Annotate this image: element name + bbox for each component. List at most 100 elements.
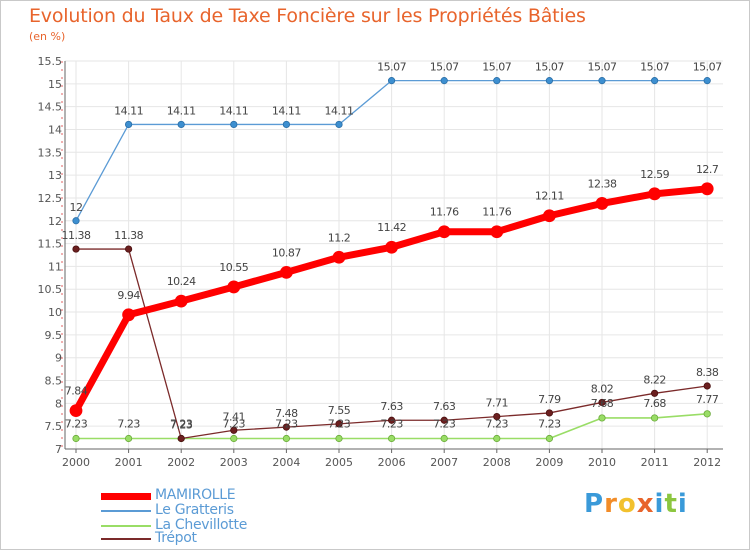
legend-swatch [101,493,151,500]
logo-letter: x [636,489,655,519]
data-point [703,77,711,85]
data-point [545,434,554,443]
data-point [700,182,714,196]
x-tick-label: 2001 [115,456,143,469]
data-label: 15.07 [377,61,406,74]
data-point [177,434,185,443]
data-point [122,308,135,322]
data-point [279,265,293,279]
y-tick-label: 10 [48,306,62,319]
data-point [650,414,659,422]
data-point [230,120,238,129]
data-point [125,245,133,253]
data-point [493,434,501,443]
data-point [703,410,711,418]
data-label: 12.7 [696,163,719,176]
y-tick-label: 8 [55,397,62,410]
data-label: 7.23 [433,418,456,431]
data-point [282,434,290,443]
data-point [543,209,556,223]
data-point [648,187,661,201]
data-point [545,77,554,85]
data-label: 12.59 [640,168,669,181]
data-label: 10.24 [167,275,196,288]
data-label: 11.76 [430,206,459,219]
y-tick-label: 11 [48,260,62,273]
x-tick-label: 2012 [693,456,721,469]
data-label: 14.11 [272,104,301,117]
logo-letter: o [617,489,637,519]
legend-label: Le Gratteris [155,502,234,518]
data-point [440,77,448,85]
data-point [437,225,451,239]
data-label: 7.68 [643,397,666,410]
data-label: 11.76 [482,206,511,219]
data-label: 7.63 [380,400,403,413]
data-label: 11.2 [328,231,351,244]
data-label: 7.23 [275,418,298,431]
y-tick-label: 15.5 [38,55,63,68]
x-tick-label: 2002 [167,456,195,469]
data-label: 7.55 [328,404,351,417]
data-point [335,120,343,129]
data-point [493,77,501,85]
chart-title: Evolution du Taux de Taxe Foncière sur l… [29,5,586,27]
data-point [230,434,238,443]
data-label: 14.11 [325,104,354,117]
x-tick-label: 2011 [641,456,669,469]
x-tick-label: 2008 [483,456,511,469]
data-label: 7.23 [328,418,351,431]
data-point [125,434,133,443]
data-label: 7.48 [275,407,298,420]
proxiti-logo: Proxiti [584,489,688,519]
data-point [387,416,396,424]
legend-swatch [101,525,151,527]
y-tick-label: 15 [48,78,62,91]
logo-letter: r [604,489,618,519]
data-label: 7.77 [696,393,719,406]
data-label: 7.23 [117,418,140,431]
legend-label: Trépot [155,530,197,546]
data-point [227,280,241,294]
data-label: 7.23 [538,418,561,431]
data-label: 7.71 [486,397,509,410]
y-tick-label: 13 [48,169,62,182]
logo-letter: P [584,489,605,519]
y-tick-label: 9.5 [45,329,63,342]
data-point [282,120,290,129]
y-tick-label: 12 [48,215,62,228]
data-label: 7.23 [170,418,193,431]
data-point [387,434,396,443]
data-label: 14.11 [219,104,248,117]
data-point [174,294,188,308]
data-point [387,77,396,85]
data-point [545,409,554,417]
data-label: 7.84 [65,385,88,398]
x-tick-label: 2007 [430,456,458,469]
x-tick-label: 2005 [325,456,353,469]
data-point [282,423,290,431]
data-label: 15.07 [588,61,617,74]
data-label: 15.07 [640,61,669,74]
data-point [650,77,659,85]
logo-letter: t [664,489,678,519]
legend-label: La Chevillotte [155,517,248,533]
data-point [69,404,83,418]
data-point [598,77,606,85]
data-point [230,426,238,434]
data-label: 8.22 [643,373,666,386]
data-label: 7.41 [223,410,246,423]
x-tick-label: 2009 [535,456,563,469]
data-label: 14.11 [114,104,143,117]
data-label: 7.63 [433,400,456,413]
data-point [335,434,343,443]
y-tick-label: 10.5 [38,283,63,296]
legend-swatch [101,510,151,512]
data-point [595,197,609,210]
data-label: 12.38 [588,177,617,190]
data-point [385,240,399,254]
data-point [440,434,448,443]
x-tick-label: 2003 [220,456,248,469]
legend-swatch [101,538,151,540]
